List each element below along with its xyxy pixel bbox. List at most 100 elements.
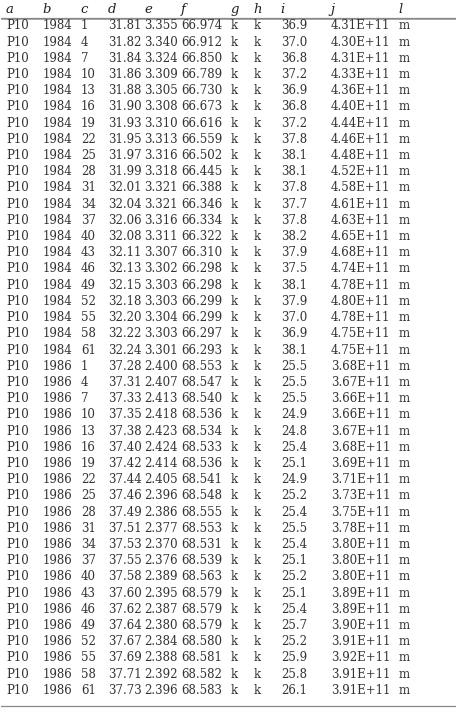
Text: P10: P10: [6, 652, 29, 664]
Text: 49: 49: [81, 279, 96, 291]
Text: P10: P10: [6, 554, 29, 567]
Text: k: k: [231, 635, 238, 648]
Text: 32.04: 32.04: [108, 198, 142, 211]
Text: P10: P10: [6, 619, 29, 632]
Text: 37.60: 37.60: [108, 586, 142, 599]
Text: m: m: [399, 457, 410, 470]
Text: 37.8: 37.8: [281, 133, 307, 146]
Text: m: m: [399, 441, 410, 454]
Text: 66.297: 66.297: [181, 327, 222, 340]
Text: P10: P10: [6, 327, 29, 340]
Text: k: k: [231, 52, 238, 65]
Text: 2.423: 2.423: [144, 425, 178, 437]
Text: k: k: [231, 489, 238, 503]
Text: 1986: 1986: [42, 505, 72, 518]
Text: e: e: [144, 4, 152, 16]
Text: 4.80E+11: 4.80E+11: [331, 295, 390, 308]
Text: 3.73E+11: 3.73E+11: [331, 489, 390, 503]
Text: P10: P10: [6, 149, 29, 162]
Text: 2.384: 2.384: [144, 635, 178, 648]
Text: 43: 43: [81, 586, 96, 599]
Text: 4.40E+11: 4.40E+11: [331, 100, 390, 113]
Text: 36.9: 36.9: [281, 84, 307, 97]
Text: k: k: [231, 295, 238, 308]
Text: 2.370: 2.370: [144, 538, 178, 551]
Text: 1984: 1984: [42, 327, 72, 340]
Text: 66.789: 66.789: [181, 68, 222, 81]
Text: m: m: [399, 586, 410, 599]
Text: 66.912: 66.912: [181, 36, 222, 49]
Text: 25.2: 25.2: [281, 571, 307, 584]
Text: 68.536: 68.536: [181, 457, 222, 470]
Text: 68.563: 68.563: [181, 571, 222, 584]
Text: 32.15: 32.15: [108, 279, 142, 291]
Text: k: k: [254, 538, 260, 551]
Text: 3.90E+11: 3.90E+11: [331, 619, 390, 632]
Text: 58: 58: [81, 667, 96, 681]
Text: 66.298: 66.298: [181, 263, 222, 276]
Text: m: m: [399, 117, 410, 130]
Text: 66.850: 66.850: [181, 52, 222, 65]
Text: 1984: 1984: [42, 230, 72, 243]
Text: m: m: [399, 198, 410, 211]
Text: k: k: [231, 684, 238, 697]
Text: P10: P10: [6, 198, 29, 211]
Text: 37.73: 37.73: [108, 684, 142, 697]
Text: 3.303: 3.303: [144, 295, 178, 308]
Text: P10: P10: [6, 165, 29, 178]
Text: P10: P10: [6, 68, 29, 81]
Text: 37.31: 37.31: [108, 376, 142, 389]
Text: 52: 52: [81, 295, 96, 308]
Text: d: d: [108, 4, 117, 16]
Text: m: m: [399, 473, 410, 486]
Text: 2.395: 2.395: [144, 586, 178, 599]
Text: k: k: [231, 392, 238, 405]
Text: k: k: [254, 36, 260, 49]
Text: 66.299: 66.299: [181, 295, 222, 308]
Text: 1984: 1984: [42, 181, 72, 195]
Text: 52: 52: [81, 635, 96, 648]
Text: 25.5: 25.5: [281, 522, 307, 535]
Text: 3.91E+11: 3.91E+11: [331, 684, 390, 697]
Text: 1984: 1984: [42, 84, 72, 97]
Text: 25.7: 25.7: [281, 619, 307, 632]
Text: 1986: 1986: [42, 667, 72, 681]
Text: 66.616: 66.616: [181, 117, 222, 130]
Text: 25.2: 25.2: [281, 489, 307, 503]
Text: k: k: [231, 198, 238, 211]
Text: 68.534: 68.534: [181, 425, 222, 437]
Text: m: m: [399, 149, 410, 162]
Text: 3.301: 3.301: [144, 344, 178, 357]
Text: k: k: [254, 149, 260, 162]
Text: P10: P10: [6, 425, 29, 437]
Text: 3.310: 3.310: [144, 117, 178, 130]
Text: m: m: [399, 522, 410, 535]
Text: P10: P10: [6, 214, 29, 227]
Text: k: k: [254, 214, 260, 227]
Text: m: m: [399, 538, 410, 551]
Text: k: k: [231, 214, 238, 227]
Text: 4.78E+11: 4.78E+11: [331, 311, 390, 324]
Text: k: k: [231, 279, 238, 291]
Text: 1984: 1984: [42, 246, 72, 259]
Text: k: k: [231, 359, 238, 373]
Text: 66.730: 66.730: [181, 84, 222, 97]
Text: 25: 25: [81, 489, 96, 503]
Text: 1986: 1986: [42, 457, 72, 470]
Text: 2.413: 2.413: [144, 392, 178, 405]
Text: k: k: [254, 635, 260, 648]
Text: 3.313: 3.313: [144, 133, 178, 146]
Text: 4.31E+11: 4.31E+11: [331, 52, 390, 65]
Text: 3.71E+11: 3.71E+11: [331, 473, 390, 486]
Text: 1984: 1984: [42, 117, 72, 130]
Text: 37.0: 37.0: [281, 36, 307, 49]
Text: 25.1: 25.1: [281, 586, 307, 599]
Text: 61: 61: [81, 684, 96, 697]
Text: P10: P10: [6, 376, 29, 389]
Text: 31.93: 31.93: [108, 117, 142, 130]
Text: 1986: 1986: [42, 392, 72, 405]
Text: 46: 46: [81, 263, 96, 276]
Text: 32.06: 32.06: [108, 214, 142, 227]
Text: 4.52E+11: 4.52E+11: [331, 165, 390, 178]
Text: 3.67E+11: 3.67E+11: [331, 425, 390, 437]
